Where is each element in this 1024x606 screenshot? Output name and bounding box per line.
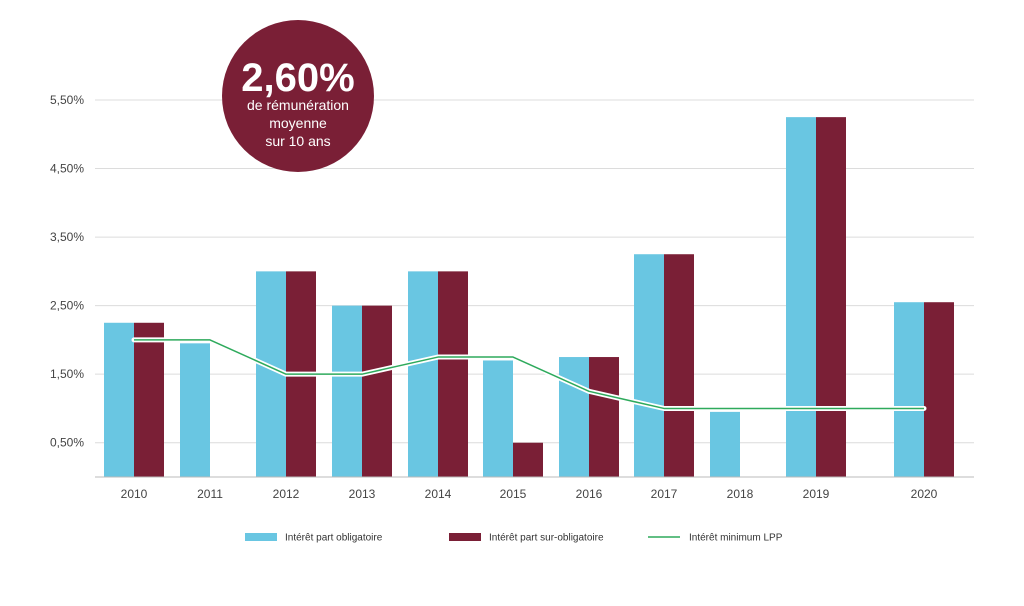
legend-swatch-obligatoire [245, 533, 277, 541]
bar-sur-obligatoire-2014 [438, 271, 468, 477]
x-tick-label: 2016 [576, 487, 603, 501]
badge-line-3: sur 10 ans [265, 133, 330, 149]
badge-line-2: moyenne [269, 115, 327, 131]
y-tick-label: 2,50% [50, 299, 84, 313]
legend-label-sur-obligatoire: Intérêt part sur-obligatoire [489, 533, 604, 544]
y-tick-label: 5,50% [50, 93, 84, 107]
y-tick-label: 1,50% [50, 367, 84, 381]
legend-swatch-sur-obligatoire [449, 533, 481, 541]
legend-label-obligatoire: Intérêt part obligatoire [285, 533, 383, 544]
line-series [131, 337, 927, 411]
bar-sur-obligatoire-2013 [362, 305, 392, 477]
x-tick-label: 2010 [121, 487, 148, 501]
bar-obligatoire-2017 [634, 254, 664, 477]
bar-obligatoire-2016 [559, 357, 589, 477]
bar-obligatoire-2014 [408, 271, 438, 477]
bar-sur-obligatoire-2010 [134, 322, 164, 477]
bar-obligatoire-2019 [786, 117, 816, 478]
x-axis-ticks: 2010 2011 2012 2013 2014 2015 2016 2017 2018 2019… [121, 487, 938, 501]
bar-obligatoire-2020 [894, 302, 924, 477]
bar-sur-obligatoire-2017 [664, 254, 694, 477]
badge-value: 2,60% [241, 56, 354, 100]
bar-obligatoire-2018 [710, 411, 740, 477]
y-axis-ticks: 0,50% 1,50% 2,50% 3,50% 4,50% 5,50% [50, 93, 84, 450]
bar-sur-obligatoire-2020 [924, 302, 954, 477]
bar-sur-obligatoire-2016 [589, 357, 619, 477]
bar-sur-obligatoire-2015 [513, 442, 543, 477]
bars [104, 117, 954, 478]
x-tick-label: 2019 [803, 487, 830, 501]
y-tick-label: 4,50% [50, 162, 84, 176]
line-interet-minimum-lpp [134, 339, 924, 410]
x-tick-label: 2012 [273, 487, 300, 501]
x-tick-label: 2018 [727, 487, 754, 501]
x-tick-label: 2020 [911, 487, 938, 501]
bar-obligatoire-2015 [483, 360, 513, 477]
y-tick-label: 3,50% [50, 230, 84, 244]
badge-line-1: de rémunération [247, 97, 349, 113]
y-tick-label: 0,50% [50, 436, 84, 450]
x-tick-label: 2017 [651, 487, 678, 501]
bar-obligatoire-2010 [104, 322, 134, 477]
legend-label-lpp: Intérêt minimum LPP [689, 533, 783, 544]
bar-obligatoire-2013 [332, 305, 362, 477]
bar-obligatoire-2011 [180, 343, 210, 477]
x-tick-label: 2011 [197, 487, 223, 501]
legend: Intérêt part obligatoire Intérêt part sur… [245, 533, 783, 544]
bar-sur-obligatoire-2019 [816, 117, 846, 478]
x-tick-label: 2013 [349, 487, 376, 501]
x-tick-label: 2014 [425, 487, 452, 501]
average-badge: 2,60% de rémunération moyenne sur 10 ans [222, 20, 374, 172]
x-tick-label: 2015 [500, 487, 527, 501]
badge-circle [222, 20, 374, 172]
